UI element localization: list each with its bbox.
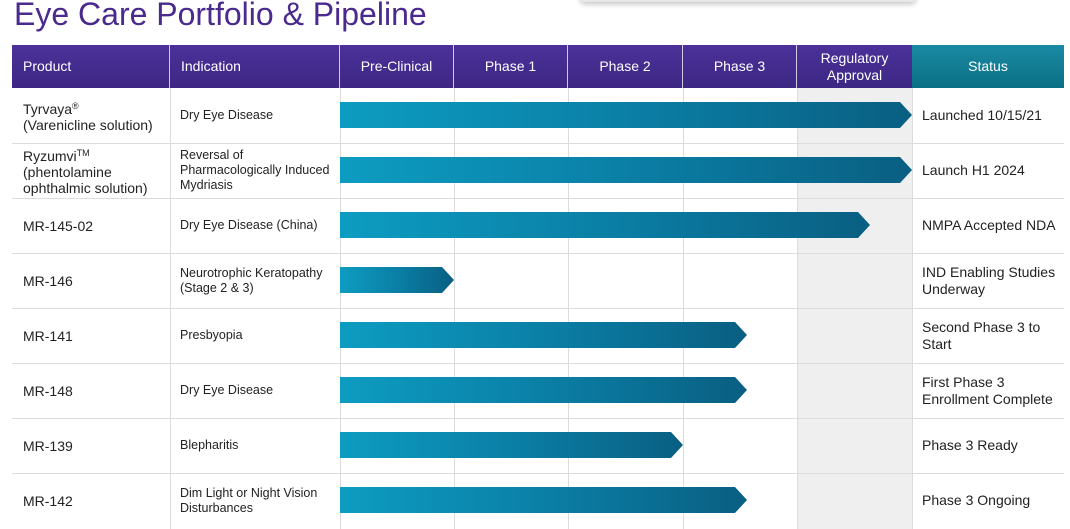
table-row: MR-141 Presbyopia Second Phase 3 to Star… — [12, 308, 1064, 363]
product-cell: MR-141 — [23, 327, 73, 344]
indication-cell: Dry Eye Disease — [180, 108, 274, 122]
product-detail: (phentolamine ophthalmic solution) — [23, 164, 148, 196]
header-regulatory-approval: Regulatory Approval — [797, 45, 912, 88]
status-cell: Second Phase 3 to Start — [922, 318, 1041, 352]
progress-bar — [340, 212, 870, 238]
progress-bar — [340, 267, 454, 293]
product-cell: MR-146 — [23, 272, 73, 289]
progress-bar — [340, 377, 747, 403]
header-preclinical: Pre-Clinical — [340, 45, 454, 88]
product-cell: MR-148 — [23, 382, 73, 399]
indication-cell: Reversal of Pharmacologically Induced My… — [180, 148, 330, 192]
indication-cell: Dim Light or Night Vision Disturbances — [180, 485, 318, 515]
table-row: MR-148 Dry Eye Disease First Phase 3 Enr… — [12, 363, 1064, 418]
table-row: MR-145-02 Dry Eye Disease (China) NMPA A… — [12, 198, 1064, 253]
row-divider — [12, 363, 1064, 364]
product-name: Ryzumvi — [23, 148, 77, 164]
indication-cell: Dry Eye Disease — [180, 383, 274, 397]
indication-cell: Presbyopia — [180, 328, 243, 342]
product-cell: MR-145-02 — [23, 217, 94, 234]
table-row: MR-139 Blepharitis Phase 3 Ready — [12, 418, 1064, 473]
header-indication: Indication — [170, 45, 340, 88]
header-product: Product — [12, 45, 170, 88]
row-divider — [12, 253, 1064, 254]
header-phase3: Phase 3 — [683, 45, 797, 88]
table-row: Tyrvaya® (Varenicline solution) Dry Eye D… — [12, 88, 1064, 143]
status-cell: First Phase 3 Enrollment Complete — [922, 373, 1053, 407]
progress-bar — [340, 487, 747, 513]
product-mark: TM — [76, 148, 90, 158]
table-row: MR-146 Neurotrophic Keratopathy (Stage 2… — [12, 253, 1064, 308]
row-divider — [12, 198, 1064, 199]
row-divider — [12, 418, 1064, 419]
pipeline-table: Product Indication Pre-Clinical Phase 1 … — [12, 45, 1064, 529]
table-row: RyzumviTM (phentolamine ophthalmic soluti… — [12, 143, 1064, 198]
header-status: Status — [912, 45, 1064, 88]
header-phase2: Phase 2 — [568, 45, 683, 88]
product-detail: (Varenicline solution) — [23, 117, 153, 133]
indication-cell: Neurotrophic Keratopathy (Stage 2 & 3) — [180, 265, 323, 295]
status-cell: Phase 3 Ready — [922, 437, 1018, 453]
product-cell: RyzumviTM (phentolamine ophthalmic soluti… — [12, 143, 170, 198]
row-divider — [12, 308, 1064, 309]
progress-bar — [340, 102, 912, 128]
product-cell: MR-139 — [23, 437, 73, 454]
progress-bar — [340, 322, 747, 348]
indication-cell: Dry Eye Disease (China) — [180, 218, 318, 232]
status-cell: Phase 3 Ongoing — [922, 492, 1031, 508]
row-divider — [12, 143, 1064, 144]
indication-cell: Blepharitis — [180, 438, 239, 452]
progress-bar — [340, 432, 683, 458]
header-phase1: Phase 1 — [454, 45, 568, 88]
product-cell: Tyrvaya® (Varenicline solution) — [12, 88, 170, 143]
progress-bar — [340, 157, 912, 183]
product-name: Tyrvaya — [23, 101, 73, 117]
table-row: MR-142 Dim Light or Night Vision Disturb… — [12, 473, 1064, 528]
status-cell: Launch H1 2024 — [922, 162, 1025, 178]
status-cell: NMPA Accepted NDA — [922, 217, 1056, 233]
status-cell: Launched 10/15/21 — [922, 107, 1042, 123]
status-cell: IND Enabling Studies Underway — [922, 263, 1056, 297]
page-title: Eye Care Portfolio & Pipeline — [14, 0, 427, 32]
product-mark: ® — [72, 101, 79, 111]
decorative-shadow-bar — [580, 0, 916, 2]
row-divider — [12, 473, 1064, 474]
product-cell: MR-142 — [23, 492, 73, 509]
